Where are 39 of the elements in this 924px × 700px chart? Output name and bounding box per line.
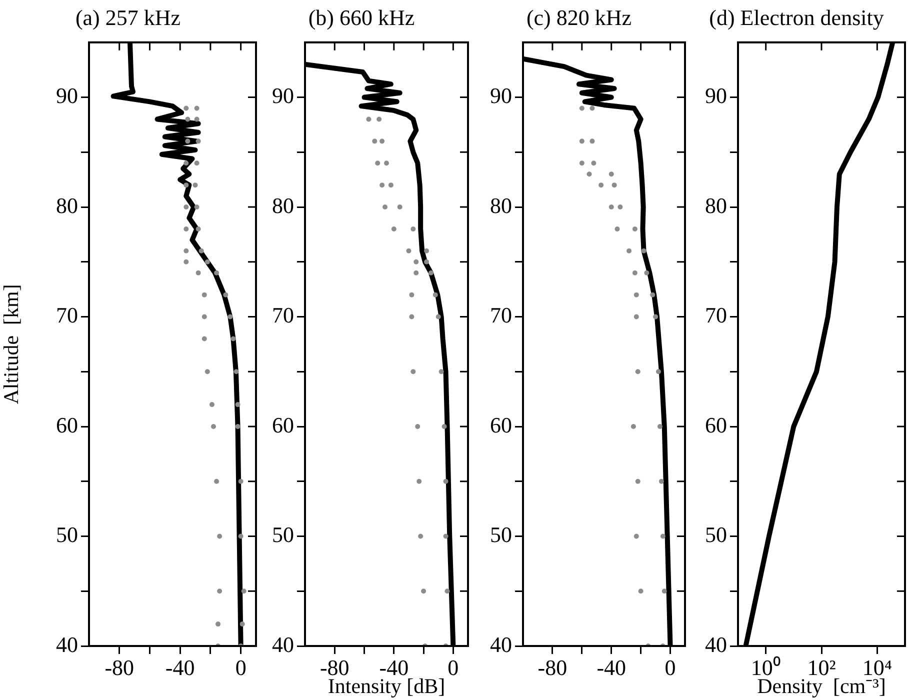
chart-title: (a) 257 kHz: [75, 4, 181, 30]
y-tick-label: 80: [272, 192, 294, 218]
y-tick-label: 80: [705, 192, 727, 218]
y-tick-label: 80: [490, 192, 512, 218]
y-tick-label: 40: [56, 632, 78, 657]
y-tick-label: 90: [705, 83, 727, 108]
y-tick-label: 50: [705, 522, 727, 548]
y-tick-label: 40: [705, 632, 727, 657]
y-axis-title: Altitude [km]: [0, 284, 24, 404]
y-tick-label: 70: [490, 302, 512, 328]
x-tick-label: -40: [165, 654, 195, 680]
y-tick-label: 90: [272, 83, 294, 108]
y-tick-label: 70: [272, 302, 294, 328]
y-tick-label: 90: [56, 83, 78, 108]
chart-title: (b) 660 kHz: [308, 4, 415, 30]
y-tick-label: 80: [56, 192, 78, 218]
x-tick-label: -40: [596, 654, 626, 680]
x-tick-label: 0: [448, 654, 459, 680]
y-tick-label: 60: [272, 412, 294, 438]
y-tick-label: 60: [705, 412, 727, 438]
chart-title: (c) 820 kHz: [526, 4, 632, 30]
y-tick-label: 70: [56, 302, 78, 328]
y-tick-label: 50: [56, 522, 78, 548]
x-tick-label: 0: [664, 654, 676, 680]
y-tick-label: 50: [272, 522, 294, 548]
x-tick-label: -80: [104, 654, 134, 680]
x-tick-label: -40: [379, 654, 409, 680]
y-tick-label: 50: [490, 522, 512, 548]
y-tick-label: 40: [490, 632, 512, 657]
x-tick-label: -80: [538, 654, 568, 680]
y-tick-label: 40: [272, 632, 294, 657]
y-tick-label: 70: [705, 302, 727, 328]
chart-title: (d) Electron density: [709, 4, 884, 30]
x-tick-label: -80: [320, 654, 350, 680]
x-tick-label: 0: [235, 654, 246, 680]
y-tick-label: 60: [56, 412, 78, 438]
y-tick-label: 60: [490, 412, 512, 438]
x-tick-label: 10⁰: [750, 654, 781, 680]
y-tick-label: 90: [490, 83, 512, 108]
